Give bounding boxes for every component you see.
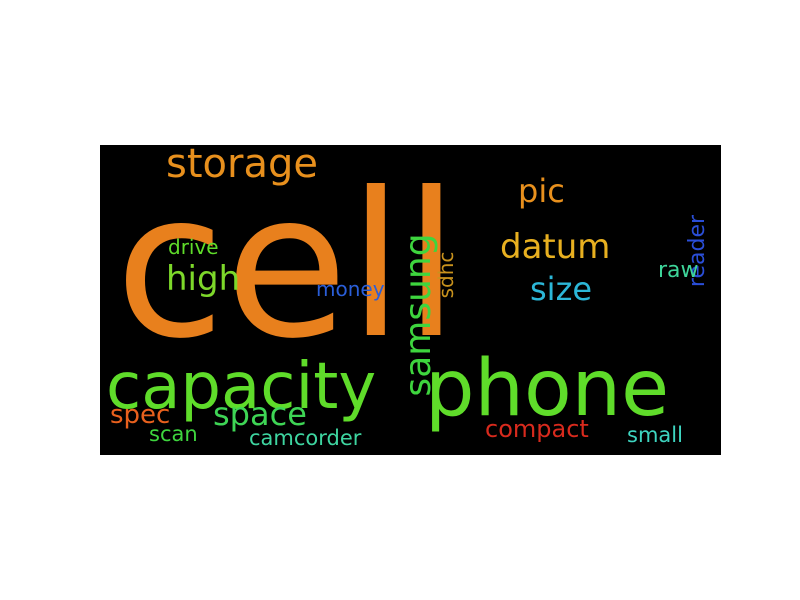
word-cloud: cell phone capacity storage samsung datum high… [100, 145, 721, 455]
word-space: space [213, 395, 307, 433]
word-storage: storage [166, 145, 318, 187]
word-pic: pic [518, 172, 565, 210]
word-sdhc: sdhc [434, 252, 458, 299]
word-money: money [316, 277, 385, 301]
word-size: size [530, 270, 592, 308]
word-small: small [627, 423, 683, 447]
word-datum: datum [500, 227, 610, 267]
word-compact: compact [485, 415, 589, 443]
word-drive: drive [168, 235, 219, 259]
word-samsung: samsung [398, 233, 439, 396]
word-high: high [166, 259, 240, 299]
word-phone: phone [425, 344, 669, 434]
word-camcorder: camcorder [249, 426, 362, 450]
word-scan: scan [149, 422, 198, 446]
word-spec: spec [110, 400, 170, 430]
word-raw: raw [658, 258, 699, 283]
word-reader: reader [685, 214, 710, 287]
word-capacity: capacity [106, 350, 376, 424]
word-cell: cell [115, 150, 459, 383]
